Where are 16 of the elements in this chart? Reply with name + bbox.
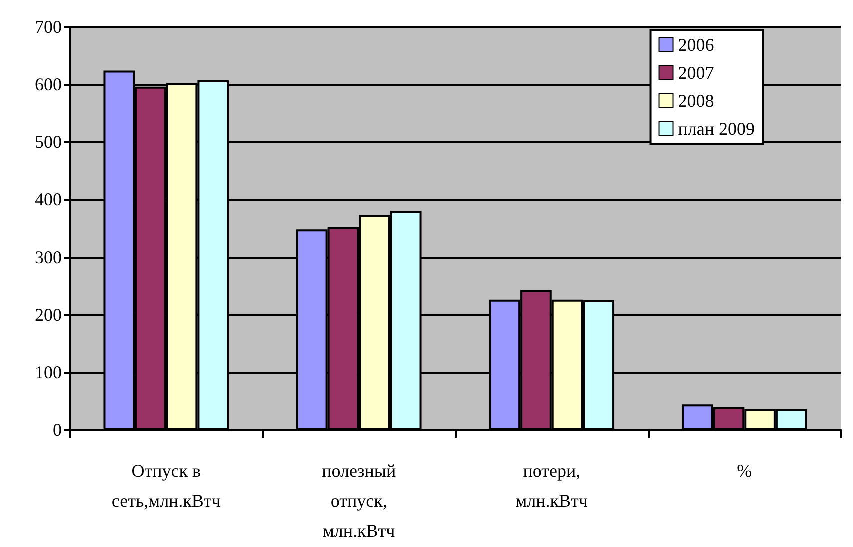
x-tick-label: потери, млн.кВтч bbox=[516, 461, 588, 511]
y-tick-label: 500 bbox=[35, 132, 62, 152]
y-tick-label: 400 bbox=[35, 190, 62, 210]
x-tick-label: % bbox=[737, 461, 752, 481]
legend-label: 2008 bbox=[678, 91, 714, 111]
y-tick-label: 200 bbox=[35, 304, 62, 325]
y-tick-label: 300 bbox=[35, 247, 62, 268]
y-tick-label: 600 bbox=[35, 74, 62, 95]
y-tick-label: 100 bbox=[35, 362, 62, 382]
legend-label: 2007 bbox=[678, 63, 714, 83]
x-tick-label: полезный отпуск, млн.кВтч bbox=[322, 461, 397, 541]
legend-label: 2006 bbox=[678, 35, 714, 55]
y-tick-label: 0 bbox=[53, 420, 62, 440]
legend-label: план 2009 bbox=[678, 119, 756, 139]
y-tick-label: 700 bbox=[35, 17, 62, 37]
x-tick-label: Отпуск в сеть,млн.кВтч bbox=[112, 461, 221, 511]
